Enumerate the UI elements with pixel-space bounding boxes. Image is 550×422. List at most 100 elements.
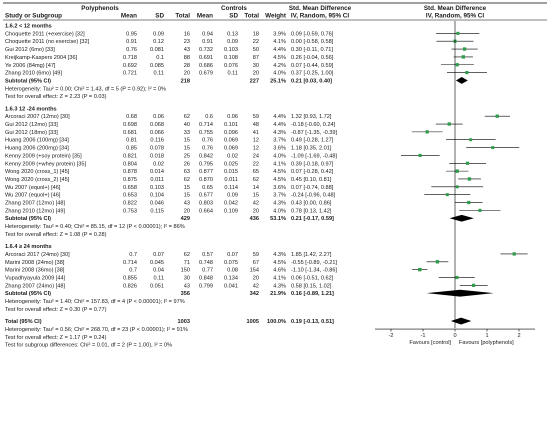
study-smd-ci: 0.07 [-0.28, 0.42] — [291, 169, 334, 175]
study-weight: 4.5% — [273, 55, 286, 61]
study-mean-1: 0.718 — [123, 55, 137, 61]
header-sd-2: SD — [229, 13, 238, 20]
study-sd-1: 0.046 — [150, 201, 164, 207]
study-total-2: 48 — [253, 122, 259, 128]
study-mean-1: 0.653 — [123, 193, 137, 199]
study-weight: 4.0% — [273, 71, 286, 77]
study-sd-1: 0.085 — [150, 63, 164, 69]
study-total-1: 43 — [184, 201, 190, 207]
study-mean-1: 0.821 — [123, 153, 137, 159]
study-total-2: 62 — [253, 177, 259, 183]
study-mean-1: 0.804 — [123, 161, 137, 167]
subtotal-smd-ci: 0.21 [0.03, 0.40] — [291, 78, 332, 84]
header-smd-method: IV, Random, 95% CI — [291, 13, 349, 20]
study-sd-1: 0.115 — [150, 208, 164, 214]
study-effect-square — [455, 169, 459, 173]
study-name: Gui 2012 (6mo) [33] — [5, 47, 55, 53]
study-mean-2: 0.677 — [199, 193, 213, 199]
study-mean-2: 0.6 — [205, 114, 213, 120]
study-weight: 4.5% — [273, 169, 286, 175]
study-total-1: 25 — [184, 153, 190, 159]
subtotal-weight: 25.1% — [270, 78, 286, 84]
study-weight: 4.4% — [273, 114, 286, 120]
study-name: Kenny 2009 (+whey protein) [35] — [5, 161, 86, 167]
study-weight: 4.0% — [273, 208, 286, 214]
subgroup-overall-effect: Test for overall effect: Z = 2.23 (P = 0… — [5, 94, 107, 100]
study-sd-1: 0.104 — [150, 193, 164, 199]
study-mean-1: 0.658 — [123, 185, 137, 191]
total-diamond — [450, 317, 472, 325]
study-weight: 3.6% — [273, 185, 286, 191]
study-name: Zhang 2010 (6mo) [49] — [5, 71, 62, 77]
study-sd-1: 0.06 — [153, 114, 164, 120]
study-name: Kreijkamp-Kaspers 2004 [36] — [5, 55, 78, 61]
study-total-2: 59 — [253, 114, 259, 120]
study-total-2: 41 — [253, 130, 259, 136]
study-total-2: 50 — [253, 47, 259, 53]
study-smd-ci: 0.07 [-0.74, 0.88] — [291, 185, 334, 191]
study-total-1: 20 — [184, 208, 190, 214]
study-total-2: 22 — [253, 39, 259, 45]
study-total-1: 15 — [184, 138, 190, 144]
study-total-1: 43 — [184, 283, 190, 289]
study-weight: 3.7% — [273, 193, 286, 199]
study-total-1: 62 — [184, 114, 190, 120]
study-mean-1: 0.681 — [123, 130, 137, 136]
study-total-2: 12 — [253, 146, 259, 152]
study-total-1: 30 — [184, 275, 190, 281]
study-name: Zhang 2007 (12mo) [48] — [5, 201, 65, 207]
x-axis-tick-label: 0 — [453, 333, 456, 339]
header-plot-smd: Std. Mean Difference — [424, 5, 487, 12]
study-sd-1: 0.1 — [156, 55, 164, 61]
study-weight: 4.0% — [273, 153, 286, 159]
study-mean-2: 0.877 — [199, 169, 213, 175]
study-total-1: 88 — [184, 55, 190, 61]
study-smd-ci: 0.37 [-0.25, 1.00] — [291, 71, 334, 77]
study-sd-1: 0.078 — [150, 146, 164, 152]
subgroup-overall-effect: Test for overall effect: Z = 0.30 (P = 0… — [5, 307, 107, 313]
subtotal-total-1: 218 — [181, 78, 190, 84]
study-effect-square — [462, 47, 467, 51]
study-mean-1: 0.826 — [123, 283, 137, 289]
study-name: Wu 2007 (equol+) [46] — [5, 185, 61, 191]
subtotal-label: Subtotal (95% CI) — [5, 216, 51, 222]
study-smd-ci: 0.30 [-0.11, 0.71] — [291, 47, 333, 53]
study-mean-2: 0.76 — [202, 138, 213, 144]
study-smd-ci: 0.00 [-0.58, 0.58] — [291, 39, 334, 45]
study-sd-1: 0.12 — [153, 39, 164, 45]
study-weight: 4.1% — [273, 275, 286, 281]
footer-statistic: Test for subgroup differences: Chi² = 0.… — [5, 343, 172, 349]
study-weight: 4.3% — [273, 283, 286, 289]
study-sd-1: 0.011 — [150, 177, 164, 183]
x-axis-tick-label: 1 — [485, 333, 488, 339]
header-study: Study or Subgroup — [5, 13, 62, 20]
study-total-1: 15 — [184, 193, 190, 199]
study-total-2: 65 — [253, 169, 259, 175]
study-total-2: 42 — [253, 283, 259, 289]
study-name: Marini 2008 (36mo) [38] — [5, 268, 65, 274]
study-mean-2: 0.848 — [199, 275, 213, 281]
study-effect-square — [418, 153, 422, 157]
study-name: Zhang 2007 (24mo) [48] — [5, 283, 65, 289]
header-weight: Weight — [265, 13, 287, 20]
study-mean-2: 0.679 — [199, 71, 213, 77]
study-mean-2: 0.748 — [199, 260, 213, 266]
study-name: Arcoraci 2007 (12mo) [30] — [5, 114, 70, 120]
subgroup-heterogeneity: Heterogeneity: Tau² = 0.00; Chi² = 1.43,… — [5, 86, 166, 92]
study-sd-1: 0.116 — [150, 138, 164, 144]
study-mean-1: 0.95 — [126, 31, 137, 37]
study-sd-2: 0.109 — [224, 208, 238, 214]
study-smd-ci: -1.10 [-1.34, -0.86] — [291, 268, 337, 274]
subgroup-title: 1.6.3 12 -24 months — [5, 106, 57, 112]
study-sd-2: 0.075 — [224, 260, 238, 266]
study-total-2: 18 — [253, 31, 259, 37]
study-mean-2: 0.57 — [202, 252, 213, 258]
study-smd-ci: -1.09 [-1.69, -0.48] — [291, 153, 337, 159]
study-mean-2: 0.94 — [202, 31, 213, 37]
study-name: Kenny 2009 (+soy protein) [35] — [5, 153, 82, 159]
study-name: Wong 2020 (cross_2) [45] — [5, 177, 70, 183]
study-name: Huang 2006 (100mg) [34] — [5, 138, 69, 144]
study-mean-1: 0.855 — [123, 275, 137, 281]
study-mean-2: 0.714 — [199, 122, 213, 128]
total-smd-ci: 0.19 [-0.13, 0.51] — [291, 319, 334, 325]
